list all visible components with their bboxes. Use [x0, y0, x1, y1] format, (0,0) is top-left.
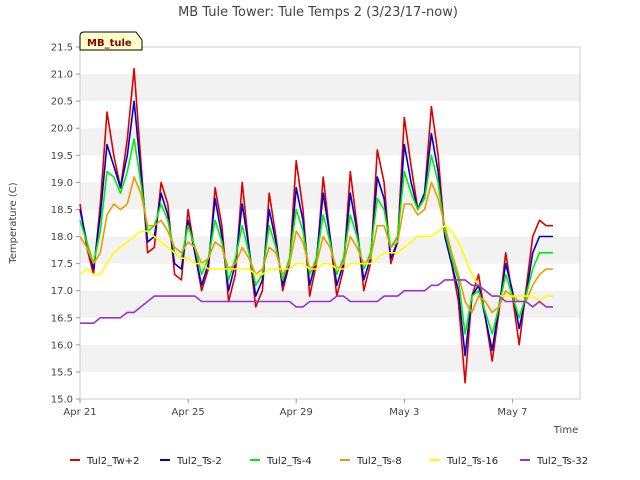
y-tick-label: 17.0 — [51, 286, 73, 297]
grid-band — [80, 344, 580, 372]
grid-band — [80, 317, 580, 345]
x-tick-label: Apr 25 — [172, 407, 205, 418]
x-tick-label: May 7 — [497, 407, 527, 418]
x-tick-label: Apr 21 — [63, 407, 96, 418]
plot-frame — [79, 46, 581, 400]
y-tick-label: 19.5 — [51, 151, 73, 162]
series-line-tul2-ts-32 — [80, 279, 553, 325]
y-tick-label: 15.0 — [51, 395, 73, 406]
grid-band — [80, 101, 580, 129]
x-tick-label: May 3 — [389, 407, 419, 418]
legend: Tul2_Tw+2 Tul2_Ts-2 Tul2_Ts-4 Tul2_Ts-8 Tul2… — [70, 456, 588, 467]
badge-label: MB_tule — [87, 38, 132, 49]
y-tick-label: 16.5 — [51, 313, 73, 324]
y-axis-ticks: 15.0 15.5 16.0 16.5 17.0 17.5 18.0 18.5 19.0 19.5… — [51, 43, 80, 406]
y-tick-label: 16.0 — [51, 340, 73, 351]
y-tick-label: 18.5 — [51, 205, 73, 216]
source-badge: MB_tule — [79, 31, 143, 51]
series-line-tul2-ts-8 — [79, 176, 553, 314]
legend-label: Tul2_Tw+2 — [86, 456, 139, 467]
legend-label: Tul2_Ts-8 — [356, 456, 402, 467]
grid-band — [80, 128, 580, 156]
grid-band — [80, 371, 580, 399]
y-tick-label: 19.0 — [51, 178, 73, 189]
series-line-tul2-ts-16 — [79, 224, 553, 303]
grid-bands — [80, 47, 580, 399]
y-tick-label: 21.5 — [51, 43, 73, 54]
x-axis-ticks: Apr 21 Apr 25 Apr 29 May 3 May 7 — [63, 399, 528, 418]
legend-label: Tul2_Ts-2 — [176, 456, 222, 467]
chart-title: MB Tule Tower: Tule Temps 2 (3/23/17-now… — [178, 5, 458, 20]
legend-label: Tul2_Ts-32 — [536, 456, 588, 467]
grid-band — [80, 47, 580, 75]
series-lines — [79, 67, 553, 384]
badge-shape — [79, 31, 143, 51]
y-tick-label: 21.0 — [51, 70, 73, 81]
grid-band — [80, 74, 580, 102]
x-axis-label: Time — [553, 425, 578, 436]
legend-label: Tul2_Ts-4 — [266, 456, 312, 467]
y-axis-label: Temperature (C) — [8, 182, 19, 264]
series-line-tul2-ts-4 — [79, 138, 553, 335]
y-tick-label: 18.0 — [51, 232, 73, 243]
grid-band — [80, 182, 580, 210]
y-tick-label: 20.0 — [51, 124, 73, 135]
grid-band — [80, 263, 580, 291]
grid-band — [80, 290, 580, 318]
legend-label: Tul2_Ts-16 — [446, 456, 498, 467]
y-tick-label: 15.5 — [51, 367, 73, 378]
y-tick-label: 17.5 — [51, 259, 73, 270]
x-tick-label: Apr 29 — [280, 407, 313, 418]
y-tick-label: 20.5 — [51, 97, 73, 108]
grid-band — [80, 155, 580, 183]
